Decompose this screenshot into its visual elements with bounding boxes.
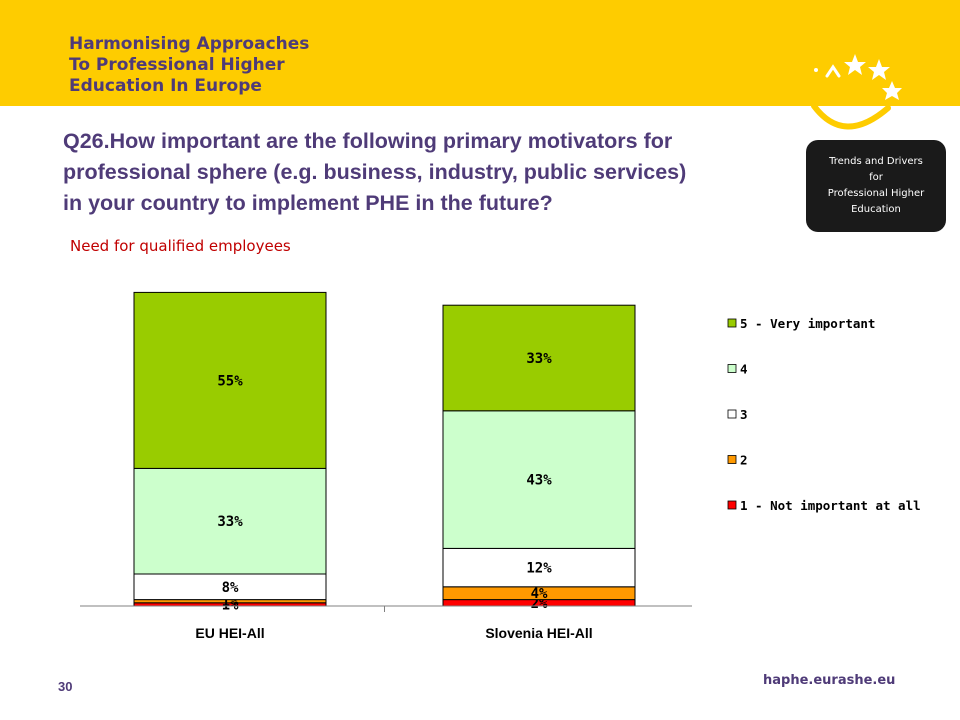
x-tick-label: EU HEI-All: [195, 625, 264, 641]
legend-swatch: [727, 500, 737, 510]
data-label: 33%: [526, 351, 552, 367]
legend-label: 1 - Not important at all: [740, 498, 921, 513]
badge-line: Professional Higher: [827, 188, 925, 199]
question-line: professional sphere (e.g. business, indu…: [63, 160, 687, 184]
chart-title: Need for qualified employees: [70, 237, 291, 255]
logo-line: Harmonising Approaches: [69, 34, 310, 54]
legend-swatch: [727, 318, 737, 328]
trends-drivers-badge: Trends and Drivers for Professional High…: [806, 140, 946, 232]
legend-swatch: [727, 364, 737, 373]
bar-segment: [133, 291, 327, 469]
badge-line: for: [869, 172, 883, 183]
data-label: 43%: [526, 473, 552, 489]
legend-label: 5 - Very important: [740, 316, 875, 331]
data-label: 55%: [217, 373, 243, 389]
page-number: 30: [58, 679, 73, 694]
stars-smile-logo-icon: [814, 54, 902, 100]
smile-arc-icon: [811, 103, 891, 130]
data-label: 4%: [531, 586, 548, 602]
logo-line: Education In Europe: [69, 76, 262, 96]
legend-label: 2: [740, 453, 748, 468]
badge-line: Trends and Drivers: [829, 156, 923, 167]
legend-label: 3: [740, 407, 748, 422]
bar-segment: [133, 573, 327, 601]
question-line: Q26.How important are the following prim…: [63, 129, 673, 153]
header-banner: [0, 0, 960, 106]
legend-swatch: [727, 409, 737, 419]
footer-url: haphe.eurashe.eu: [763, 673, 896, 688]
haphe-logo-text: Harmonising Approaches To Professional H…: [69, 34, 329, 97]
question-line: in your country to implement PHE in the …: [63, 191, 553, 215]
question-title: Q26.How important are the following prim…: [63, 126, 783, 219]
bar-segment: [133, 467, 327, 575]
bar-segment: [442, 547, 636, 588]
badge-line: Education: [851, 204, 901, 215]
data-label: 33%: [217, 514, 243, 530]
bar-segment: [442, 304, 636, 412]
data-label: 8%: [222, 580, 239, 596]
legend-swatch: [727, 455, 737, 464]
legend-label: 4: [740, 362, 748, 377]
bar-segment: [442, 410, 636, 549]
x-tick-label: Slovenia HEI-All: [485, 625, 592, 641]
logo-line: To Professional Higher: [69, 55, 285, 75]
data-label: 12%: [526, 561, 552, 577]
